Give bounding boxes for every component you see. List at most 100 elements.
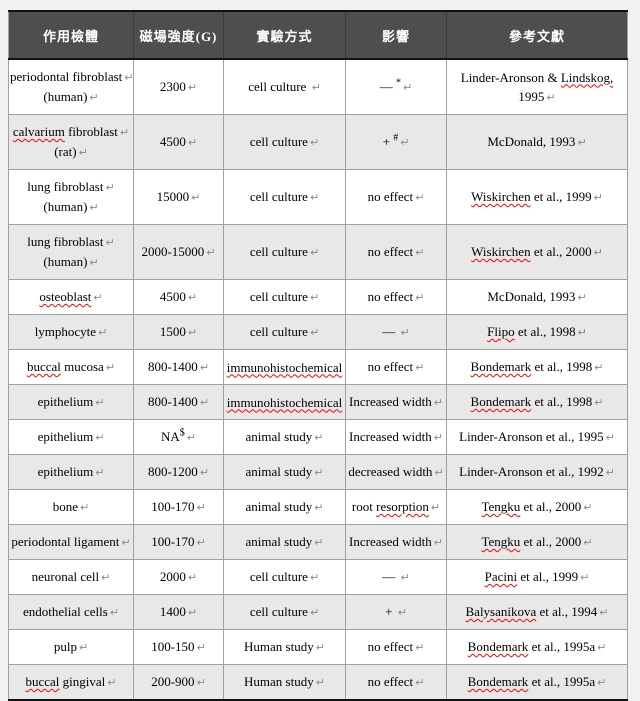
cell-line: cell culture ↵ [225,77,344,97]
cell-line: periodontal fibroblast ↵ [10,67,133,87]
table-row: epithelium ↵ NA$ ↵ animal study ↵ Increased wi… [8,419,628,455]
paragraph-mark-icon: ↵ [433,396,443,409]
cell-text: epithelium [37,429,94,444]
cell-line: immunohistochemical [225,393,344,412]
cell-text: et al., 1994 [536,604,598,619]
misspelled-text: Lindskog, [560,69,614,85]
paragraph-mark-icon: ↵ [121,536,131,549]
cell-line: buccal mucosa ↵ [10,357,132,377]
cell-text: Increased width [349,394,432,409]
paragraph-mark-icon: ↵ [199,466,210,479]
cell-line: McDonald, 1993 ↵ [448,287,626,307]
cell-reference: Bondemark et al., 1998 ↵ [446,384,628,420]
cell-line: (rat) ↵ [10,142,132,162]
cell-text: — [379,79,397,94]
misspelled-text: Flipo [487,324,515,339]
cell-effect: Increased width ↵ [345,384,447,420]
cell-text: et al., 1999 [530,189,592,204]
paragraph-mark-icon: ↵ [309,191,320,204]
cell-text: + [382,134,394,149]
cell-reference: Bondemark et al., 1995a ↵ [446,629,628,665]
cell-text: gingival [59,674,106,689]
cell-reference: Linder-Aronson & Lindskog, 1995 ↵ [446,58,628,115]
cell-line: Bondemark et al., 1995a ↵ [448,637,626,657]
cell-text: 800-1400 [147,359,198,374]
header-specimen: 作用檢體 [8,11,134,60]
cell-line: lung fibroblast ↵ [10,232,132,252]
cell-specimen: pulp ↵ [8,629,134,665]
paragraph-mark-icon: ↵ [196,676,206,689]
cell-method: cell culture ↵ [223,559,346,595]
paragraph-mark-icon: ↵ [597,641,607,654]
misspelled-text: Tengku [481,534,521,549]
cell-field-strength: 2000-15000 ↵ [133,224,224,280]
cell-text: 2300 [159,79,186,94]
cell-text: animal study [245,499,313,514]
paragraph-mark-icon: ↵ [314,501,324,514]
paragraph-mark-icon: ↵ [199,396,210,409]
cell-line: no effect ↵ [347,287,445,307]
cell-line: Human study ↵ [225,637,344,657]
cell-text: endothelial cells [22,604,108,619]
paragraph-mark-icon: ↵ [109,606,120,619]
cell-text: 4500 [159,289,186,304]
paragraph-mark-icon: ↵ [309,246,320,259]
paragraph-mark-icon: ↵ [415,246,425,259]
table-row: bone ↵ 100-170 ↵ animal study ↵ root resorptio… [8,489,628,525]
cell-line: bone ↵ [10,497,132,517]
cell-text: 2000 [159,569,186,584]
paragraph-mark-icon: ↵ [119,126,130,139]
cell-reference: Bondemark et al., 1998 ↵ [446,349,628,385]
table-header-row: 作用檢體 磁場強度(G) 實驗方式 影響 參考文獻 [8,11,628,60]
cell-reference: McDonald, 1993 ↵ [446,279,628,315]
paragraph-mark-icon: ↵ [415,291,425,304]
cell-text: cell culture [249,289,308,304]
cell-specimen: periodontal ligament ↵ [8,524,134,560]
cell-method: cell culture ↵ [223,314,346,350]
cell-text: decreased width [348,464,433,479]
misspelled-text: Wiskirchen [471,189,531,204]
document-table-wrapper: 作用檢體 磁場強度(G) 實驗方式 影響 參考文獻 periodontal fibrob… [8,10,628,701]
cell-text: cell culture [249,324,308,339]
paragraph-mark-icon: ↵ [309,136,320,149]
paragraph-mark-icon: ↵ [597,676,607,689]
cell-specimen: epithelium ↵ [8,419,134,455]
cell-reference: Linder-Aronson et al., 1992 ↵ [446,454,628,490]
cell-text: lymphocyte [34,324,97,339]
cell-line: cell culture ↵ [225,187,344,207]
cell-reference: Flipo et al., 1998 ↵ [446,314,628,350]
cell-line: + # ↵ [347,132,445,152]
cell-text: cell culture [249,604,308,619]
cell-line: NA$ ↵ [135,427,222,447]
cell-specimen: lymphocyte ↵ [8,314,134,350]
cell-reference: Pacini et al., 1999 ↵ [446,559,628,595]
cell-text: + [385,604,396,619]
cell-text: (rat) [54,144,77,159]
cell-method: animal study ↵ [223,489,346,525]
table-body: periodontal fibroblast ↵ (human) ↵ 2300 ↵ cell… [8,58,628,701]
paragraph-mark-icon: ↵ [314,431,324,444]
paragraph-mark-icon: ↵ [101,571,111,584]
misspelled-text: Pacini [484,569,518,584]
cell-text: Human study [244,639,314,654]
cell-line: no effect ↵ [347,357,445,377]
header-field-strength: 磁場強度(G) [133,11,224,60]
cell-text: et al., 1995a [528,674,596,689]
cell-line: 100-170 ↵ [135,497,222,517]
paragraph-mark-icon: ↵ [191,191,201,204]
cell-line: Human study ↵ [225,672,344,692]
cell-line: Wiskirchen et al., 1999 ↵ [448,187,626,207]
cell-text: et al., 2000 [530,244,592,259]
cell-field-strength: 1400 ↵ [133,594,224,630]
cell-effect: + # ↵ [345,114,447,170]
cell-line: 4500 ↵ [135,132,222,152]
paragraph-mark-icon: ↵ [196,641,206,654]
cell-text: animal study [245,429,313,444]
table-row: periodontal ligament ↵ 100-170 ↵ animal stud… [8,524,628,560]
cell-line: — * ↵ [347,77,445,97]
paragraph-mark-icon: ↵ [580,571,590,584]
cell-line: endothelial cells ↵ [10,602,132,622]
cell-line: 1500 ↵ [135,322,222,342]
cell-specimen: epithelium ↵ [8,384,134,420]
cell-text: 800-1200 [147,464,198,479]
